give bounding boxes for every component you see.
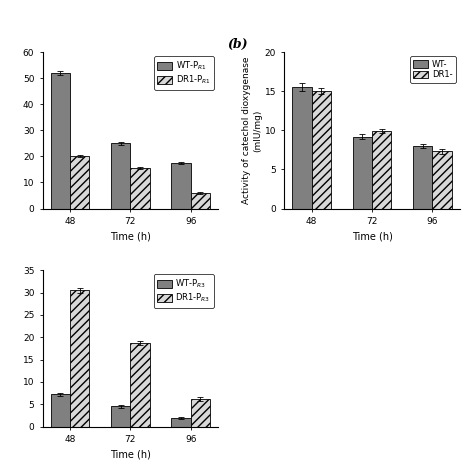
Bar [111,143,130,209]
Bar [172,418,191,427]
Bar [312,91,331,209]
X-axis label: Time (h): Time (h) [110,449,151,459]
X-axis label: Time (h): Time (h) [110,231,151,241]
Bar [292,87,312,209]
Bar [413,146,432,209]
Text: (b): (b) [227,38,247,51]
Bar [172,163,191,209]
Bar [70,156,89,209]
X-axis label: Time (h): Time (h) [352,231,392,241]
Bar [51,394,70,427]
Y-axis label: Activity of catechol dioxygenase
(mIU/mg): Activity of catechol dioxygenase (mIU/mg… [242,56,262,204]
Bar [372,131,392,209]
Legend: WT-P$_{R1}$, DR1-P$_{R1}$: WT-P$_{R1}$, DR1-P$_{R1}$ [154,56,214,90]
Bar [70,290,89,427]
Bar [130,168,150,209]
Bar [191,399,210,427]
Bar [51,73,70,209]
Legend: WT-P$_{R3}$, DR1-P$_{R3}$: WT-P$_{R3}$, DR1-P$_{R3}$ [154,274,214,308]
Bar [191,193,210,209]
Bar [432,152,452,209]
Bar [130,343,150,427]
Bar [353,137,372,209]
Legend: WT-, DR1-: WT-, DR1- [410,56,456,82]
Bar [111,407,130,427]
